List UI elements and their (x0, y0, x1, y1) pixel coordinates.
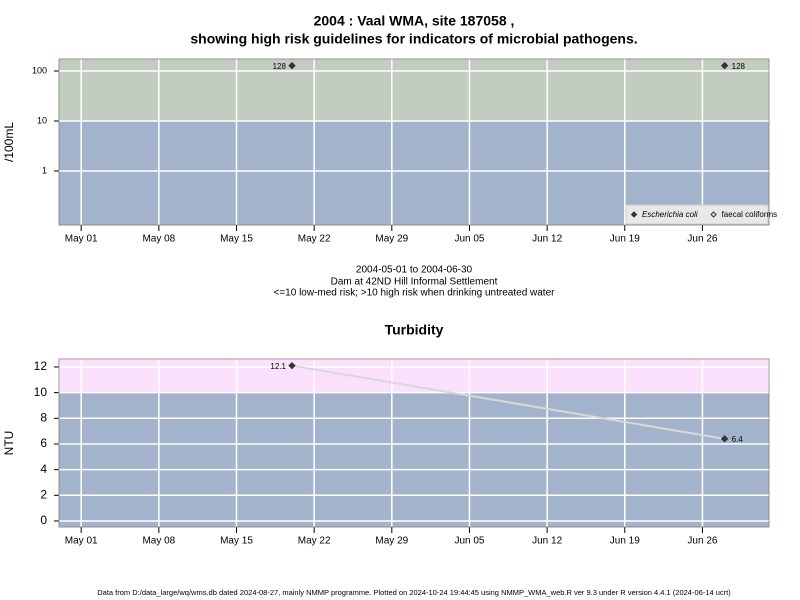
x-tick-label: May 29 (375, 536, 408, 547)
data-label: 128 (732, 62, 746, 71)
x-tick-label: May 01 (65, 234, 98, 245)
y-tick-label: 12 (34, 359, 48, 373)
y-tick-label: 10 (37, 115, 47, 125)
x-tick-label: May 01 (65, 536, 98, 547)
y-tick-label: 10 (34, 385, 48, 399)
y-axis-label: /100mL (2, 122, 16, 162)
legend-marker (710, 211, 717, 218)
point (720, 61, 729, 70)
point (288, 61, 296, 70)
x-tick-label: Jun 05 (454, 536, 484, 547)
y-tick-label: 100 (32, 65, 47, 75)
x-tick-label: May 22 (298, 536, 331, 547)
point (288, 361, 296, 370)
x-tick-label: May 29 (375, 234, 408, 245)
data-label: 6.4 (732, 435, 744, 444)
high-risk-band (59, 59, 769, 121)
point (720, 435, 729, 443)
line (291, 364, 725, 440)
y-tick-label: 1 (42, 165, 47, 175)
x-tick-label: May 08 (142, 536, 175, 547)
x-tick-label: May 08 (142, 234, 175, 245)
legend-label: Escherichia coli (642, 210, 698, 219)
y-tick-label: 8 (40, 410, 47, 424)
legend-label: faecal coliforms (722, 210, 778, 219)
chart-title: Turbidity (385, 322, 444, 338)
plot-frame (58, 358, 770, 528)
caption: 2004-05-01 to 2004-06-30 (356, 265, 473, 276)
y-tick-label: 0 (40, 513, 47, 527)
caption: <=10 low-med risk; >10 high risk when dr… (274, 288, 556, 299)
x-tick-label: Jun 05 (454, 234, 484, 245)
x-tick-label: May 15 (220, 234, 253, 245)
x-tick-label: Jun 26 (687, 234, 717, 245)
legend-marker (630, 211, 638, 218)
data-label: 128 (273, 62, 287, 71)
high-risk-band (59, 359, 769, 393)
x-tick-label: Jun 19 (610, 536, 640, 547)
y-tick-label: 2 (40, 487, 47, 501)
caption: Dam at 42ND Hill Informal Settlement (331, 277, 498, 288)
x-tick-label: May 15 (220, 536, 253, 547)
legend-box (625, 204, 769, 225)
data-label: 12.1 (270, 362, 286, 371)
y-tick-label: 6 (40, 436, 47, 450)
plot-frame (58, 58, 770, 226)
footer: Data from D:/data_large/wq/wms.db dated … (97, 588, 731, 597)
y-tick-label: 4 (40, 462, 47, 476)
x-tick-label: Jun 12 (532, 234, 562, 245)
x-tick-label: May 22 (298, 234, 331, 245)
x-tick-label: Jun 26 (687, 536, 717, 547)
x-tick-label: Jun 12 (532, 536, 562, 547)
x-tick-label: Jun 19 (610, 234, 640, 245)
y-axis-label: NTU (2, 431, 16, 456)
title: 2004 : Vaal WMA, site 187058 , (314, 13, 515, 29)
subtitle: showing high risk guidelines for indicat… (190, 31, 637, 47)
